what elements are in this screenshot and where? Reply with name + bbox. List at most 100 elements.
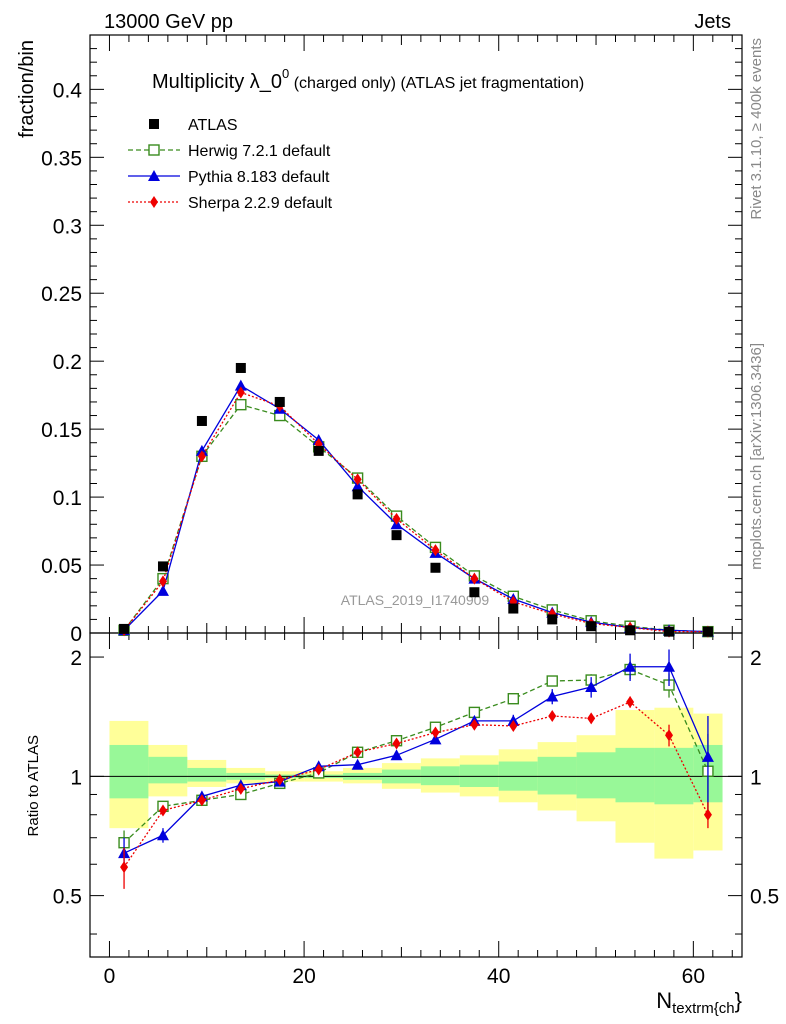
ratio-panel-frame <box>89 632 743 958</box>
band-inner-bin <box>615 747 655 803</box>
ratio-tick-label: 1 <box>750 766 762 789</box>
legend-sherpa-label: Sherpa 2.2.9 default <box>188 195 333 212</box>
atlas-point <box>508 603 519 614</box>
sherpa-line <box>123 391 708 633</box>
axis-ticks <box>89 35 742 957</box>
sherpa-ratio-point <box>392 737 401 750</box>
uncertainty-bands <box>109 707 723 859</box>
sherpa-ratio-point <box>314 763 323 776</box>
header-right: Jets <box>694 11 731 33</box>
main-series <box>118 362 714 638</box>
sherpa-point <box>431 544 440 557</box>
ratio-tick-label: 2 <box>750 647 762 670</box>
atlas-point <box>625 625 636 636</box>
legend-sherpa-marker <box>150 196 158 208</box>
sherpa-point <box>158 575 167 588</box>
herwig-ratio-point <box>546 675 558 687</box>
sherpa-ratio-point <box>197 794 206 807</box>
x-tick-label: 0 <box>104 965 116 988</box>
atlas-point <box>430 562 441 573</box>
y-tick-label: 0.05 <box>41 555 82 578</box>
pythia-ratio-point <box>701 750 714 762</box>
herwig-ratio-point <box>507 693 520 705</box>
sherpa-ratio-point <box>548 709 557 722</box>
y-tick-label: 0.1 <box>53 487 82 510</box>
rivet-label: Rivet 3.1.10, ≥ 400k events <box>748 38 765 220</box>
ratio-series <box>118 649 714 889</box>
sherpa-ratio-point <box>665 729 674 742</box>
band-inner-bin <box>576 752 616 799</box>
y-tick-label: 0.25 <box>41 283 82 306</box>
atlas-point <box>664 626 675 637</box>
sherpa-ratio-line <box>123 701 709 868</box>
pythia-point <box>234 379 247 391</box>
sherpa-ratio-point <box>587 712 596 725</box>
y-tick-label: 0.35 <box>41 147 82 170</box>
axis-tick-labels: 0 0.05 0.1 0.15 0.2 0.25 0.3 0.35 0.4 0 20 40 60 0.5 0… <box>41 79 779 988</box>
sherpa-ratio-point <box>158 804 167 817</box>
pythia-ratio-point <box>624 660 637 672</box>
legend-pythia-label: Pythia 8.183 default <box>188 169 330 186</box>
herwig-point <box>235 398 247 411</box>
x-tick-label: 40 <box>487 965 510 988</box>
sherpa-ratio-point <box>626 696 635 709</box>
band-inner-bin <box>537 756 577 795</box>
legend-atlas-marker <box>149 119 159 129</box>
pythia-ratio-point <box>351 758 364 770</box>
atlas-point <box>586 621 597 632</box>
sherpa-point <box>470 572 479 585</box>
atlas-point <box>469 587 480 598</box>
x-tick-label: 20 <box>292 965 315 988</box>
band-inner-bin <box>187 767 227 782</box>
atlas-point <box>235 362 246 373</box>
band-inner-bin <box>109 744 149 799</box>
ratio-y-axis-label: Ratio to ATLAS <box>25 735 42 836</box>
atlas-point <box>391 530 402 541</box>
atlas-point <box>313 445 324 456</box>
pythia-ratio-point <box>546 690 559 702</box>
pythia-point <box>156 584 169 596</box>
x-axis-label: Ntextrm{ch} <box>656 988 742 1017</box>
pythia-point <box>351 480 364 492</box>
atlas-point <box>274 396 285 407</box>
y-axis-label: fraction/bin <box>16 40 38 138</box>
pythia-ratio-line <box>123 666 709 854</box>
y-tick-label: 0.15 <box>41 419 82 442</box>
atlas-point <box>547 614 558 625</box>
atlas-point <box>702 626 713 637</box>
sherpa-point <box>197 450 206 463</box>
y-tick-label: 0.4 <box>53 79 83 102</box>
header-left: 13000 GeV pp <box>104 11 233 33</box>
pythia-line <box>123 384 708 633</box>
ratio-tick-label: 2 <box>70 647 82 670</box>
sherpa-ratio-point <box>703 808 712 821</box>
sherpa-ratio-point <box>120 861 129 874</box>
y-tick-label: 0 <box>70 623 82 646</box>
sherpa-point <box>236 386 245 399</box>
pythia-ratio-point <box>156 829 169 841</box>
atlas-point <box>352 489 363 500</box>
sherpa-ratio-point <box>470 718 479 731</box>
sherpa-ratio-point <box>431 726 440 739</box>
y-tick-label: 0.2 <box>53 351 82 374</box>
legend-herwig-label: Herwig 7.2.1 default <box>188 143 331 160</box>
y-tick-label: 0.3 <box>53 215 82 238</box>
herwig-line <box>123 403 708 633</box>
plot-title: Multiplicity λ_00 (charged only) (ATLAS … <box>152 66 584 93</box>
legend-atlas-label: ATLAS <box>188 117 238 134</box>
x-tick-label: 60 <box>682 965 705 988</box>
legend-pythia-marker <box>148 170 160 181</box>
pythia-ratio-point <box>585 681 598 693</box>
ratio-tick-label: 0.5 <box>750 886 779 909</box>
band-inner-bin <box>420 766 460 786</box>
legend-herwig-marker <box>148 144 160 156</box>
sherpa-ratio-point <box>353 746 362 759</box>
sherpa-ratio-point <box>236 782 245 795</box>
band-inner-bin <box>148 756 188 784</box>
legend: ATLAS Herwig 7.2.1 default Pythia 8.183 de… <box>128 117 333 212</box>
sherpa-point <box>353 473 362 486</box>
pythia-ratio-point <box>663 660 676 672</box>
pythia-ratio-point <box>390 749 403 761</box>
sherpa-ratio-point <box>275 773 284 786</box>
